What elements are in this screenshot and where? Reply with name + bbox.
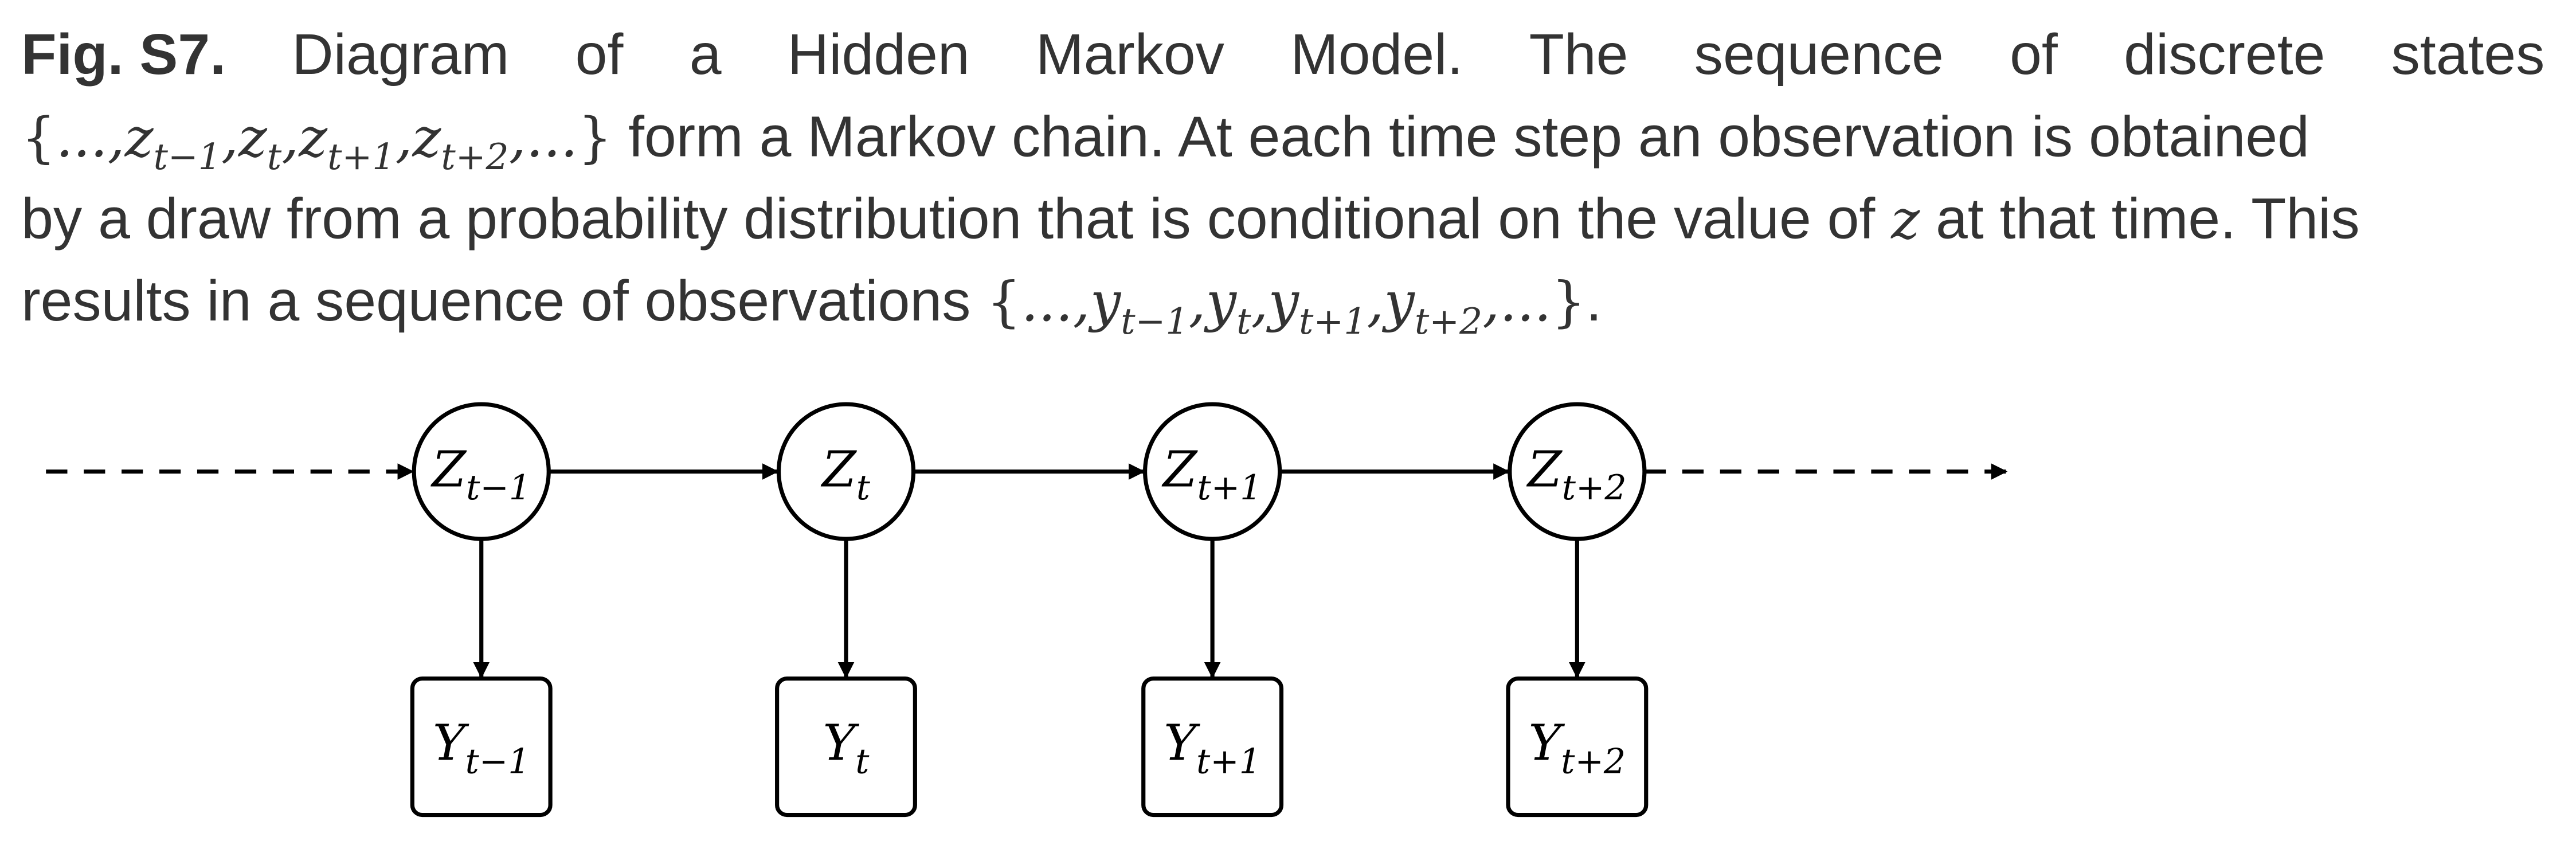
caption-word: Markov <box>1036 23 1224 87</box>
caption-word: a <box>689 23 722 87</box>
observation-node <box>775 676 917 817</box>
hidden-state-label: Zt−1 <box>430 441 531 508</box>
caption-line-2: {...,zt−1,zt,zt+1,zt+2,...} form a Marko… <box>21 97 2544 179</box>
variable-z: z <box>1891 187 1920 252</box>
observation-sequence-set: {...,yt−1,yt,yt+1,yt+2,...} <box>986 269 1586 343</box>
hidden-state-label: Zt+2 <box>1526 441 1627 508</box>
observation-node <box>1141 676 1284 817</box>
ellipsis: ... <box>1500 269 1552 334</box>
caption-word: states <box>2391 23 2545 87</box>
figure-caption: Fig. S7. Diagram of a Hidden Markov Mode… <box>21 15 2544 343</box>
ellipsis: ... <box>526 105 578 170</box>
hidden-state-node <box>776 402 916 541</box>
caption-word: of <box>575 23 624 87</box>
hidden-state-label: Zt+1 <box>1161 441 1262 508</box>
caption-text: form a Markov chain. At each time step a… <box>628 105 2309 170</box>
observation-label: Yt+1 <box>1164 715 1261 782</box>
caption-word: Model. <box>1290 23 1463 87</box>
caption-text: results in a sequence of observations <box>21 269 971 334</box>
hidden-state-node <box>412 402 551 541</box>
observation-label: Yt+2 <box>1529 715 1626 782</box>
caption-line-4: results in a sequence of observations {.… <box>21 261 2544 343</box>
diagram-nodes: Zt−1 Yt−1 Zt Yt Zt+1 Yt+1 Zt+2 Yt+2 <box>410 402 1649 817</box>
observation-label: Yt <box>823 715 870 782</box>
observation-label: Yt−1 <box>433 715 530 782</box>
caption-line-3: by a draw from a probability distributio… <box>21 179 2544 261</box>
observation-node <box>410 676 553 817</box>
observation-node <box>1506 676 1649 817</box>
figure-label: Fig. S7. <box>21 23 226 87</box>
ellipsis: ... <box>1021 269 1073 334</box>
state-sequence-set: {...,zt−1,zt,zt+1,zt+2,...} <box>21 105 613 179</box>
caption-word: discrete <box>2124 23 2326 87</box>
caption-word: Hidden <box>787 23 970 87</box>
caption-line-1: Fig. S7. Diagram of a Hidden Markov Mode… <box>21 15 2544 97</box>
caption-word: Diagram <box>292 23 510 87</box>
caption-text: by a draw from a probability distributio… <box>21 187 1876 252</box>
caption-word: of <box>2010 23 2058 87</box>
caption-period: . <box>1585 269 1602 334</box>
hidden-state-label: Zt <box>820 441 871 508</box>
ellipsis: ... <box>56 105 108 170</box>
diagram-edges <box>46 463 2008 679</box>
caption-word: The <box>1529 23 1628 87</box>
hidden-state-node <box>1508 402 1647 541</box>
caption-word: sequence <box>1694 23 1944 87</box>
caption-text: at that time. This <box>1935 187 2360 252</box>
hidden-state-node <box>1143 402 1282 541</box>
